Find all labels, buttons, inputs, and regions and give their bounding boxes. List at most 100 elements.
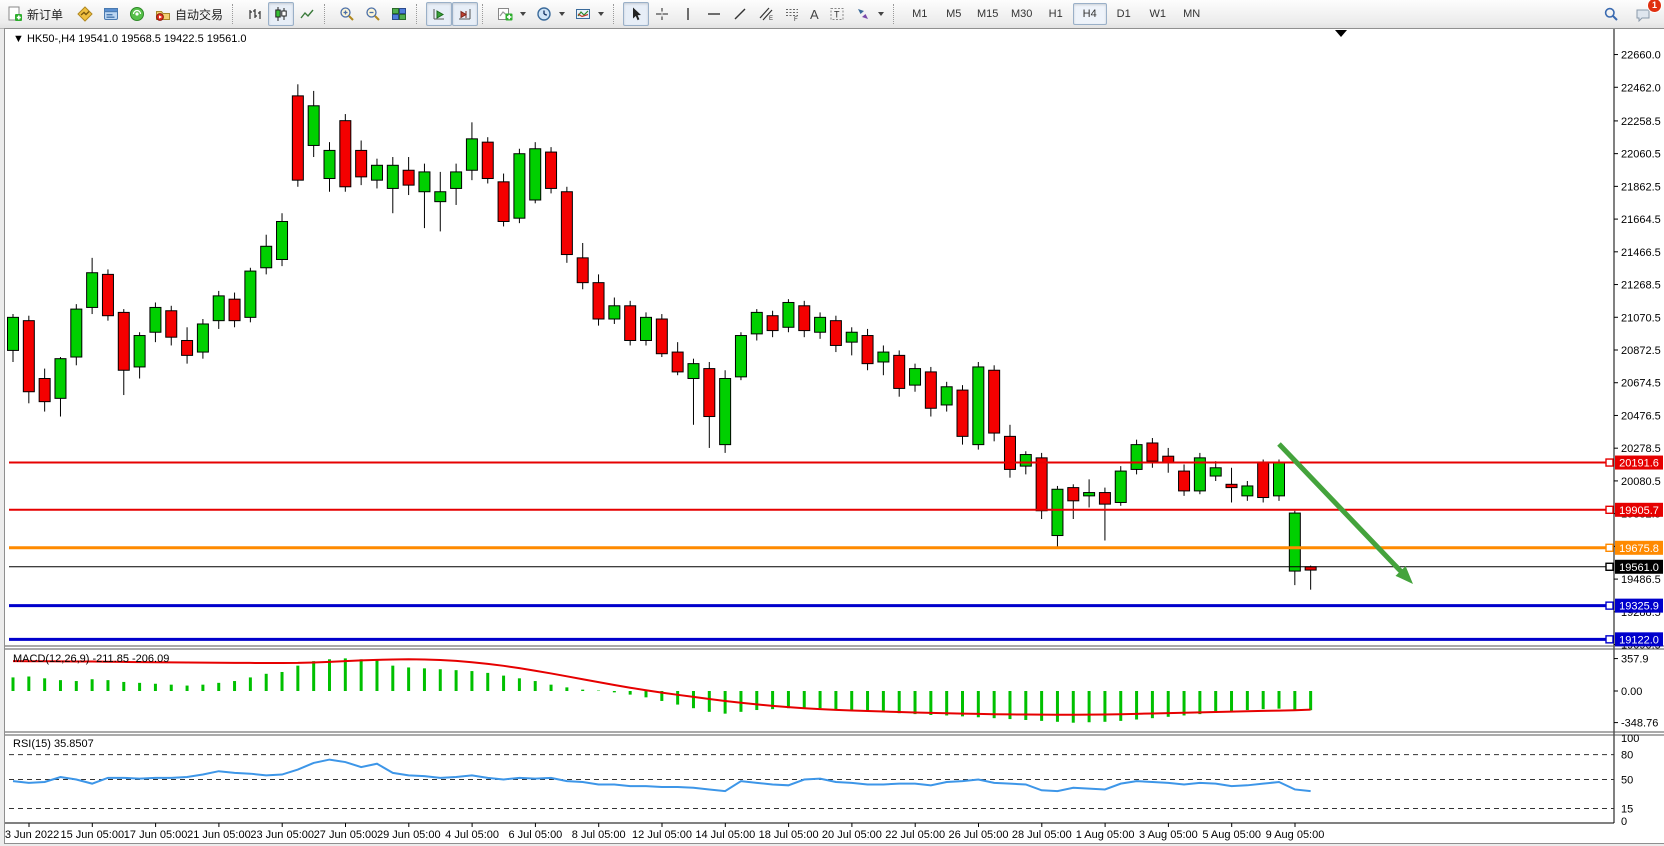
line-chart-icon bbox=[299, 6, 315, 22]
label-tool-button[interactable]: T bbox=[824, 2, 850, 26]
timeframe-button-m15[interactable]: M15 bbox=[977, 8, 999, 20]
candle-body bbox=[497, 181, 510, 222]
candle-body bbox=[576, 257, 589, 284]
arrows-tool-icon bbox=[855, 6, 871, 22]
add-indicator-icon bbox=[497, 6, 513, 22]
candle-body bbox=[22, 320, 35, 393]
price-tick-label: 20872.5 bbox=[1621, 345, 1661, 357]
candle-body bbox=[276, 220, 289, 261]
timeframe-button-h4[interactable]: H4 bbox=[1072, 3, 1107, 25]
price-line-label: 20191.6 bbox=[1619, 458, 1659, 470]
time-tick-label: 6 Jul 05:00 bbox=[508, 829, 562, 841]
channel-tool-button[interactable]: E bbox=[753, 2, 779, 26]
candle-body bbox=[1225, 483, 1238, 489]
dropdown-caret bbox=[559, 12, 566, 16]
market-watch-icon bbox=[77, 6, 93, 22]
search-button[interactable] bbox=[1598, 2, 1624, 26]
candlestick-chart-button[interactable] bbox=[268, 2, 295, 26]
trend-arrow[interactable] bbox=[1277, 442, 1407, 578]
market-watch-button[interactable] bbox=[72, 2, 98, 26]
time-tick-label: 1 Aug 05:00 bbox=[1076, 829, 1135, 841]
price-line-marker[interactable] bbox=[1605, 601, 1614, 610]
cursor-tool-button[interactable] bbox=[623, 2, 650, 26]
timeframe-button-m5[interactable]: M5 bbox=[946, 8, 962, 20]
new-order-icon bbox=[7, 6, 23, 22]
time-tick-label: 27 Jun 05:00 bbox=[314, 829, 378, 841]
candle-body bbox=[370, 164, 383, 181]
zoom-in-button[interactable] bbox=[334, 2, 360, 26]
candle-body bbox=[861, 335, 874, 365]
horizontal-line-icon bbox=[706, 6, 722, 22]
autotrading-button[interactable]: 自动交易 bbox=[150, 2, 228, 26]
vertical-line-tool-button[interactable] bbox=[675, 2, 701, 26]
candle-body bbox=[1193, 457, 1206, 492]
bar-chart-button[interactable] bbox=[242, 2, 268, 26]
price-line-marker[interactable] bbox=[1605, 505, 1614, 515]
time-tick-label: 17 Jun 05:00 bbox=[124, 829, 188, 841]
chart-canvas[interactable]: 22660.0 22462.0 22258.5 22060.5 21862.5 21664… bbox=[5, 29, 1664, 843]
template-icon bbox=[575, 6, 591, 22]
price-tick-label: 22258.5 bbox=[1621, 116, 1661, 128]
timeframe-button-mn[interactable]: MN bbox=[1183, 8, 1201, 20]
crosshair-tool-button[interactable] bbox=[649, 2, 675, 26]
timeframe-button-w1[interactable]: W1 bbox=[1149, 8, 1166, 20]
notifications-button[interactable]: 1 bbox=[1630, 0, 1662, 26]
candle-body bbox=[829, 320, 842, 346]
chart-window[interactable]: 22660.0 22462.0 22258.5 22060.5 21862.5 21664… bbox=[4, 28, 1664, 844]
horizontal-line-tool-button[interactable] bbox=[701, 2, 727, 26]
arrows-tool-button[interactable] bbox=[850, 2, 889, 26]
price-tick-label: 21664.5 bbox=[1621, 214, 1661, 226]
time-tick-label: 18 Jul 05:00 bbox=[759, 829, 819, 841]
line-chart-button[interactable] bbox=[294, 2, 320, 26]
new-order-button[interactable]: 新订单 bbox=[2, 2, 68, 26]
zoom-out-button[interactable] bbox=[360, 2, 386, 26]
price-tick-label: 21268.5 bbox=[1621, 280, 1661, 292]
add-indicator-button[interactable] bbox=[492, 2, 531, 26]
timeframe-button-h1[interactable]: H1 bbox=[1048, 8, 1063, 20]
text-tool-button[interactable]: A bbox=[805, 2, 824, 26]
price-line-marker[interactable] bbox=[1605, 458, 1614, 467]
zoom-in-icon bbox=[339, 6, 355, 22]
timeframe-button-m1[interactable]: M1 bbox=[912, 8, 928, 20]
time-tick-label: 23 Jun 05:00 bbox=[250, 829, 314, 841]
terminal-button[interactable] bbox=[124, 2, 150, 26]
timeframe-button-m30[interactable]: M30 bbox=[1011, 8, 1033, 20]
period-button[interactable] bbox=[531, 2, 570, 26]
tile-windows-button[interactable] bbox=[386, 2, 412, 26]
price-line-marker[interactable] bbox=[1605, 635, 1614, 644]
price-tick-label: 20278.5 bbox=[1621, 443, 1661, 455]
auto-scroll-button[interactable] bbox=[426, 2, 453, 26]
candle-body bbox=[1067, 487, 1080, 502]
candle-body bbox=[893, 354, 906, 389]
price-line-marker[interactable] bbox=[1605, 543, 1614, 553]
price-tick-label: 20674.5 bbox=[1621, 378, 1661, 390]
trend-arrow-head[interactable] bbox=[1395, 566, 1413, 584]
macd-signal-line bbox=[12, 658, 1311, 716]
price-tick-label: 21070.5 bbox=[1621, 312, 1661, 324]
price-line-marker[interactable] bbox=[1605, 562, 1614, 571]
chart-shift-marker[interactable] bbox=[1335, 30, 1347, 37]
time-tick-label: 22 Jul 05:00 bbox=[885, 829, 945, 841]
time-tick-label: 15 Jun 05:00 bbox=[60, 829, 124, 841]
candle-body bbox=[909, 368, 922, 386]
trendline-tool-button[interactable] bbox=[727, 2, 753, 26]
navigator-button[interactable] bbox=[98, 2, 124, 26]
equidistant-channel-icon: E bbox=[758, 6, 774, 22]
candle-body bbox=[228, 298, 241, 322]
candle-body bbox=[640, 316, 652, 341]
candle-body bbox=[307, 105, 320, 146]
price-line-label-box bbox=[1615, 455, 1663, 470]
candle-body bbox=[592, 282, 605, 320]
candle-body bbox=[212, 295, 225, 322]
time-tick-label: 21 Jun 05:00 bbox=[187, 829, 251, 841]
chart-shift-button[interactable] bbox=[452, 2, 479, 26]
svg-text:F: F bbox=[794, 17, 798, 22]
toolbar-separator bbox=[482, 4, 488, 24]
price-line-label-box bbox=[1615, 559, 1663, 574]
timeframe-button-d1[interactable]: D1 bbox=[1116, 8, 1131, 20]
template-button[interactable] bbox=[570, 2, 609, 26]
candle-body bbox=[1083, 492, 1096, 497]
fibonacci-tool-button[interactable]: F bbox=[779, 2, 805, 26]
rsi-scale-label: 80 bbox=[1621, 750, 1633, 762]
price-line-label: 19905.7 bbox=[1619, 505, 1659, 517]
